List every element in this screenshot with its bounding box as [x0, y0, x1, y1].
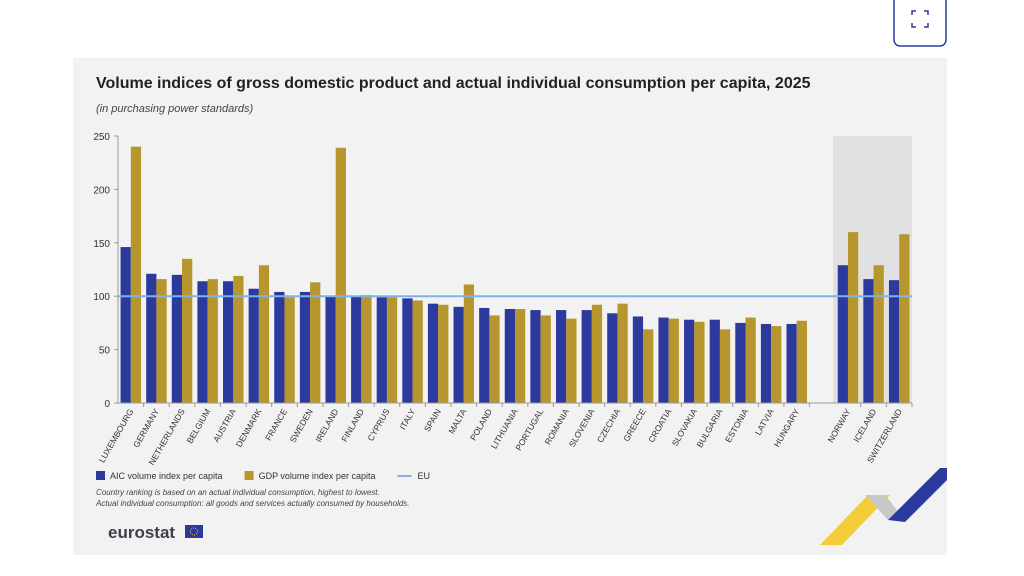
- bar: [120, 247, 131, 403]
- note: Country ranking is based on an actual in…: [96, 488, 380, 497]
- bar: [130, 146, 142, 403]
- bar: [207, 279, 218, 403]
- bar: [796, 320, 807, 403]
- bar: [361, 295, 372, 403]
- bar: [735, 322, 746, 403]
- y-tick-label: 150: [93, 239, 110, 250]
- chart-subtitle: (in purchasing power standards): [96, 103, 253, 115]
- decor-chevron: [820, 495, 890, 545]
- bar: [837, 265, 848, 403]
- bar: [632, 316, 644, 403]
- bar: [668, 318, 679, 403]
- bar: [709, 319, 720, 403]
- bar: [325, 296, 336, 403]
- bar: [771, 326, 782, 403]
- bar: [694, 321, 705, 403]
- bar: [376, 297, 387, 403]
- logo-flag: [185, 525, 203, 538]
- bar: [719, 329, 731, 403]
- bar: [438, 304, 449, 403]
- bar: [479, 307, 490, 403]
- bar: [555, 310, 567, 403]
- bar: [515, 309, 526, 403]
- legend-label: AIC volume index per capita: [110, 471, 223, 481]
- bar: [888, 280, 900, 403]
- bar: [863, 279, 874, 403]
- bar: [581, 310, 592, 403]
- bar: [617, 303, 628, 403]
- bar: [284, 297, 295, 403]
- note: Actual individual consumption: all goods…: [95, 499, 410, 508]
- bar: [299, 291, 311, 403]
- bar: [223, 281, 234, 403]
- bar: [171, 274, 183, 403]
- bar: [386, 297, 398, 403]
- bar: [258, 265, 270, 403]
- bar: [566, 318, 577, 403]
- bar: [427, 303, 439, 403]
- bar: [463, 284, 475, 403]
- bar: [847, 232, 859, 403]
- logo-text: eurostat: [108, 523, 175, 542]
- bar: [310, 282, 321, 403]
- bar: [335, 147, 346, 403]
- bar: [402, 298, 413, 403]
- expand-button[interactable]: [893, 0, 947, 47]
- bar: [351, 296, 362, 403]
- bar: [233, 275, 244, 403]
- expand-icon[interactable]: [911, 10, 929, 28]
- bar: [489, 315, 500, 403]
- legend-swatch: [244, 471, 254, 480]
- bar: [274, 291, 285, 403]
- y-tick-label: 50: [99, 346, 111, 357]
- bar: [873, 265, 884, 403]
- bar: [607, 313, 618, 403]
- bar: [786, 323, 797, 403]
- chart-panel: [73, 58, 947, 555]
- legend-swatch: [96, 471, 105, 480]
- logo-stars: [190, 527, 198, 536]
- bar: [453, 306, 464, 403]
- bar: [146, 273, 157, 403]
- bar: [530, 310, 541, 403]
- bar: [182, 258, 193, 403]
- y-tick-label: 0: [104, 399, 110, 410]
- bar: [504, 309, 515, 403]
- bar: [899, 234, 910, 403]
- legend-label: GDP volume index per capita: [259, 471, 376, 481]
- y-tick-label: 250: [93, 132, 110, 143]
- bar: [684, 319, 695, 403]
- bar: [760, 323, 772, 403]
- expand-button-frame[interactable]: [893, 0, 947, 47]
- y-tick-label: 100: [93, 292, 110, 303]
- bar: [658, 317, 669, 403]
- bar: [643, 329, 654, 403]
- legend-label: EU: [417, 471, 430, 481]
- bar: [197, 281, 208, 403]
- bar: [248, 288, 259, 403]
- bar: [540, 315, 551, 403]
- decoration: [820, 468, 947, 545]
- decor-chevron: [888, 468, 947, 522]
- y-tick-label: 200: [93, 185, 110, 196]
- bar: [591, 304, 603, 403]
- bar: [156, 279, 167, 403]
- chart-title: Volume indices of gross domestic product…: [96, 75, 811, 92]
- bar: [412, 300, 423, 403]
- bar: [745, 317, 756, 403]
